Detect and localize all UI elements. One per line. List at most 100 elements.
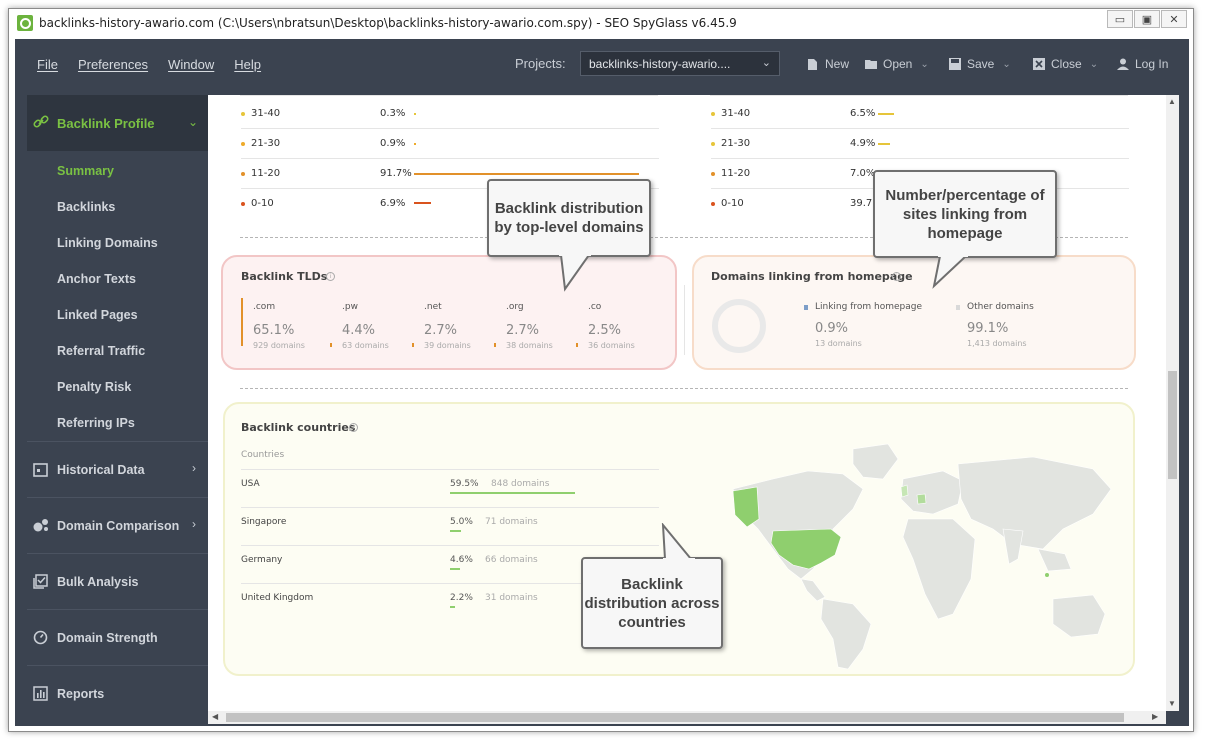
country-name: United Kingdom bbox=[241, 593, 314, 603]
linking-pct: 0.9% bbox=[815, 321, 849, 336]
minimize-button[interactable]: ▭ bbox=[1107, 10, 1133, 28]
sidebar-section-backlink-profile[interactable]: Backlink Profile ⌄ bbox=[27, 95, 208, 151]
map-africa bbox=[902, 518, 976, 620]
tld-name: .org bbox=[506, 302, 524, 312]
map-singapore bbox=[1045, 573, 1049, 577]
tld-pct: 2.5% bbox=[588, 323, 622, 338]
open-button[interactable]: Open ⌄ bbox=[865, 57, 929, 71]
map-usa bbox=[770, 528, 842, 570]
tld-domains: 36 domains bbox=[588, 341, 635, 350]
scroll-down-icon[interactable]: ▼ bbox=[1168, 699, 1176, 708]
section-divider bbox=[240, 388, 1128, 389]
backlink-tlds-title: Backlink TLDs bbox=[241, 270, 328, 283]
login-button-label: Log In bbox=[1135, 57, 1169, 71]
sidebar-item-referring-ips[interactable]: Referring IPs bbox=[57, 416, 135, 430]
sidebar-item-referral-traffic[interactable]: Referral Traffic bbox=[57, 344, 146, 358]
report-icon bbox=[33, 686, 49, 702]
info-icon[interactable]: i bbox=[326, 272, 335, 281]
menu-window[interactable]: Window bbox=[168, 56, 215, 72]
new-button[interactable]: New bbox=[807, 57, 849, 71]
scroll-right-icon[interactable]: ▶ bbox=[1152, 712, 1159, 721]
linking-domains: 13 domains bbox=[815, 339, 862, 348]
range-bar bbox=[878, 143, 890, 145]
range-pct: 4.9% bbox=[850, 138, 876, 149]
country-bar bbox=[450, 606, 455, 608]
sidebar-section-reports[interactable]: Reports bbox=[27, 665, 208, 721]
tld-bar bbox=[241, 298, 243, 346]
sidebar-item-linking-domains[interactable]: Linking Domains bbox=[57, 236, 158, 250]
app-window: backlinks-history-awario.com (C:\Users\n… bbox=[8, 8, 1194, 732]
sidebar-section-historical-data[interactable]: Historical Data › bbox=[27, 441, 208, 497]
country-domains: 31 domains bbox=[485, 593, 538, 603]
open-button-label: Open bbox=[883, 57, 913, 71]
scroll-thumb[interactable] bbox=[226, 713, 1124, 722]
scroll-up-icon[interactable]: ▲ bbox=[1168, 97, 1176, 106]
world-map[interactable] bbox=[713, 419, 1113, 669]
chevron-down-icon[interactable]: ⌄ bbox=[1089, 58, 1099, 70]
window-title: backlinks-history-awario.com (C:\Users\n… bbox=[39, 16, 737, 30]
close-window-button[interactable]: ✕ bbox=[1161, 10, 1187, 28]
tld-bar bbox=[494, 343, 496, 347]
country-bar bbox=[450, 530, 461, 532]
sidebar-section-domain-strength[interactable]: Domain Strength bbox=[27, 609, 208, 665]
info-icon[interactable]: i bbox=[892, 272, 901, 281]
other-label: Other domains bbox=[967, 302, 1034, 312]
sidebar-item-penalty-risk[interactable]: Penalty Risk bbox=[57, 380, 132, 394]
callout-pointer bbox=[932, 256, 968, 289]
close-button-label: Close bbox=[1051, 57, 1082, 71]
linking-label: Linking from homepage bbox=[815, 302, 923, 312]
sidebar-item-anchor-texts[interactable]: Anchor Texts bbox=[57, 272, 136, 286]
callout-tld-text: Backlink distribution by top-level domai… bbox=[494, 200, 644, 236]
tld-name: .com bbox=[253, 302, 276, 312]
new-file-icon bbox=[807, 58, 819, 70]
sidebar-section-domain-comparison[interactable]: Domain Comparison › bbox=[27, 497, 208, 553]
save-button[interactable]: Save ⌄ bbox=[949, 57, 1011, 71]
info-icon[interactable]: i bbox=[349, 423, 358, 432]
divider bbox=[241, 188, 659, 189]
scroll-thumb[interactable] bbox=[1168, 371, 1177, 479]
close-project-button[interactable]: Close ⌄ bbox=[1033, 57, 1098, 71]
vertical-scrollbar[interactable]: ▲ ▼ bbox=[1166, 95, 1179, 711]
map-south-america bbox=[820, 598, 872, 669]
sidebar-item-backlinks[interactable]: Backlinks bbox=[57, 200, 116, 214]
range-pct: 6.5% bbox=[850, 108, 876, 119]
save-disk-icon bbox=[949, 58, 961, 70]
chevron-down-icon: ⌄ bbox=[187, 115, 198, 129]
menu-preferences[interactable]: Preferences bbox=[77, 56, 149, 72]
legend-dot bbox=[711, 202, 715, 206]
sidebar-item-summary[interactable]: Summary bbox=[57, 164, 114, 178]
map-australia bbox=[1052, 594, 1106, 638]
range-pct: 39.7 bbox=[850, 198, 873, 209]
sidebar-item-linked-pages[interactable]: Linked Pages bbox=[57, 308, 138, 322]
range-label: 31-40 bbox=[721, 108, 751, 119]
scroll-left-icon[interactable]: ◀ bbox=[212, 712, 219, 721]
tld-pct: 65.1% bbox=[253, 323, 295, 338]
callout-countries: Backlink distribution across countries bbox=[581, 557, 723, 649]
map-alaska bbox=[732, 486, 760, 528]
project-select[interactable]: backlinks-history-awario.... ⌄ bbox=[580, 51, 780, 76]
maximize-button[interactable]: ▣ bbox=[1134, 10, 1160, 28]
legend-dot bbox=[711, 142, 715, 146]
sidebar-section-label: Domain Comparison bbox=[57, 518, 180, 533]
sidebar-section-label: Domain Strength bbox=[57, 630, 158, 645]
sidebar-section-bulk-analysis[interactable]: Bulk Analysis bbox=[27, 553, 208, 609]
app-body: File Preferences Window Help Projects: b… bbox=[15, 39, 1189, 726]
legend-dot bbox=[241, 112, 245, 116]
chevron-down-icon[interactable]: ⌄ bbox=[1002, 58, 1011, 70]
country-name: Singapore bbox=[241, 517, 287, 527]
horizontal-scrollbar[interactable]: ◀ ▶ bbox=[208, 711, 1166, 724]
map-uk bbox=[900, 484, 909, 498]
legend-dot bbox=[241, 172, 245, 176]
divider bbox=[711, 158, 1129, 159]
menu-file[interactable]: File bbox=[37, 56, 58, 72]
menu-help[interactable]: Help bbox=[234, 56, 262, 72]
tld-domains: 929 domains bbox=[253, 341, 305, 350]
country-name: Germany bbox=[241, 555, 283, 565]
divider bbox=[711, 128, 1129, 129]
legend-dot bbox=[241, 142, 245, 146]
chevron-down-icon[interactable]: ⌄ bbox=[920, 58, 929, 70]
backlink-tlds-card bbox=[221, 255, 677, 370]
login-button[interactable]: Log In bbox=[1117, 57, 1168, 71]
range-bar bbox=[414, 173, 639, 175]
country-pct: 2.2% bbox=[450, 593, 473, 603]
